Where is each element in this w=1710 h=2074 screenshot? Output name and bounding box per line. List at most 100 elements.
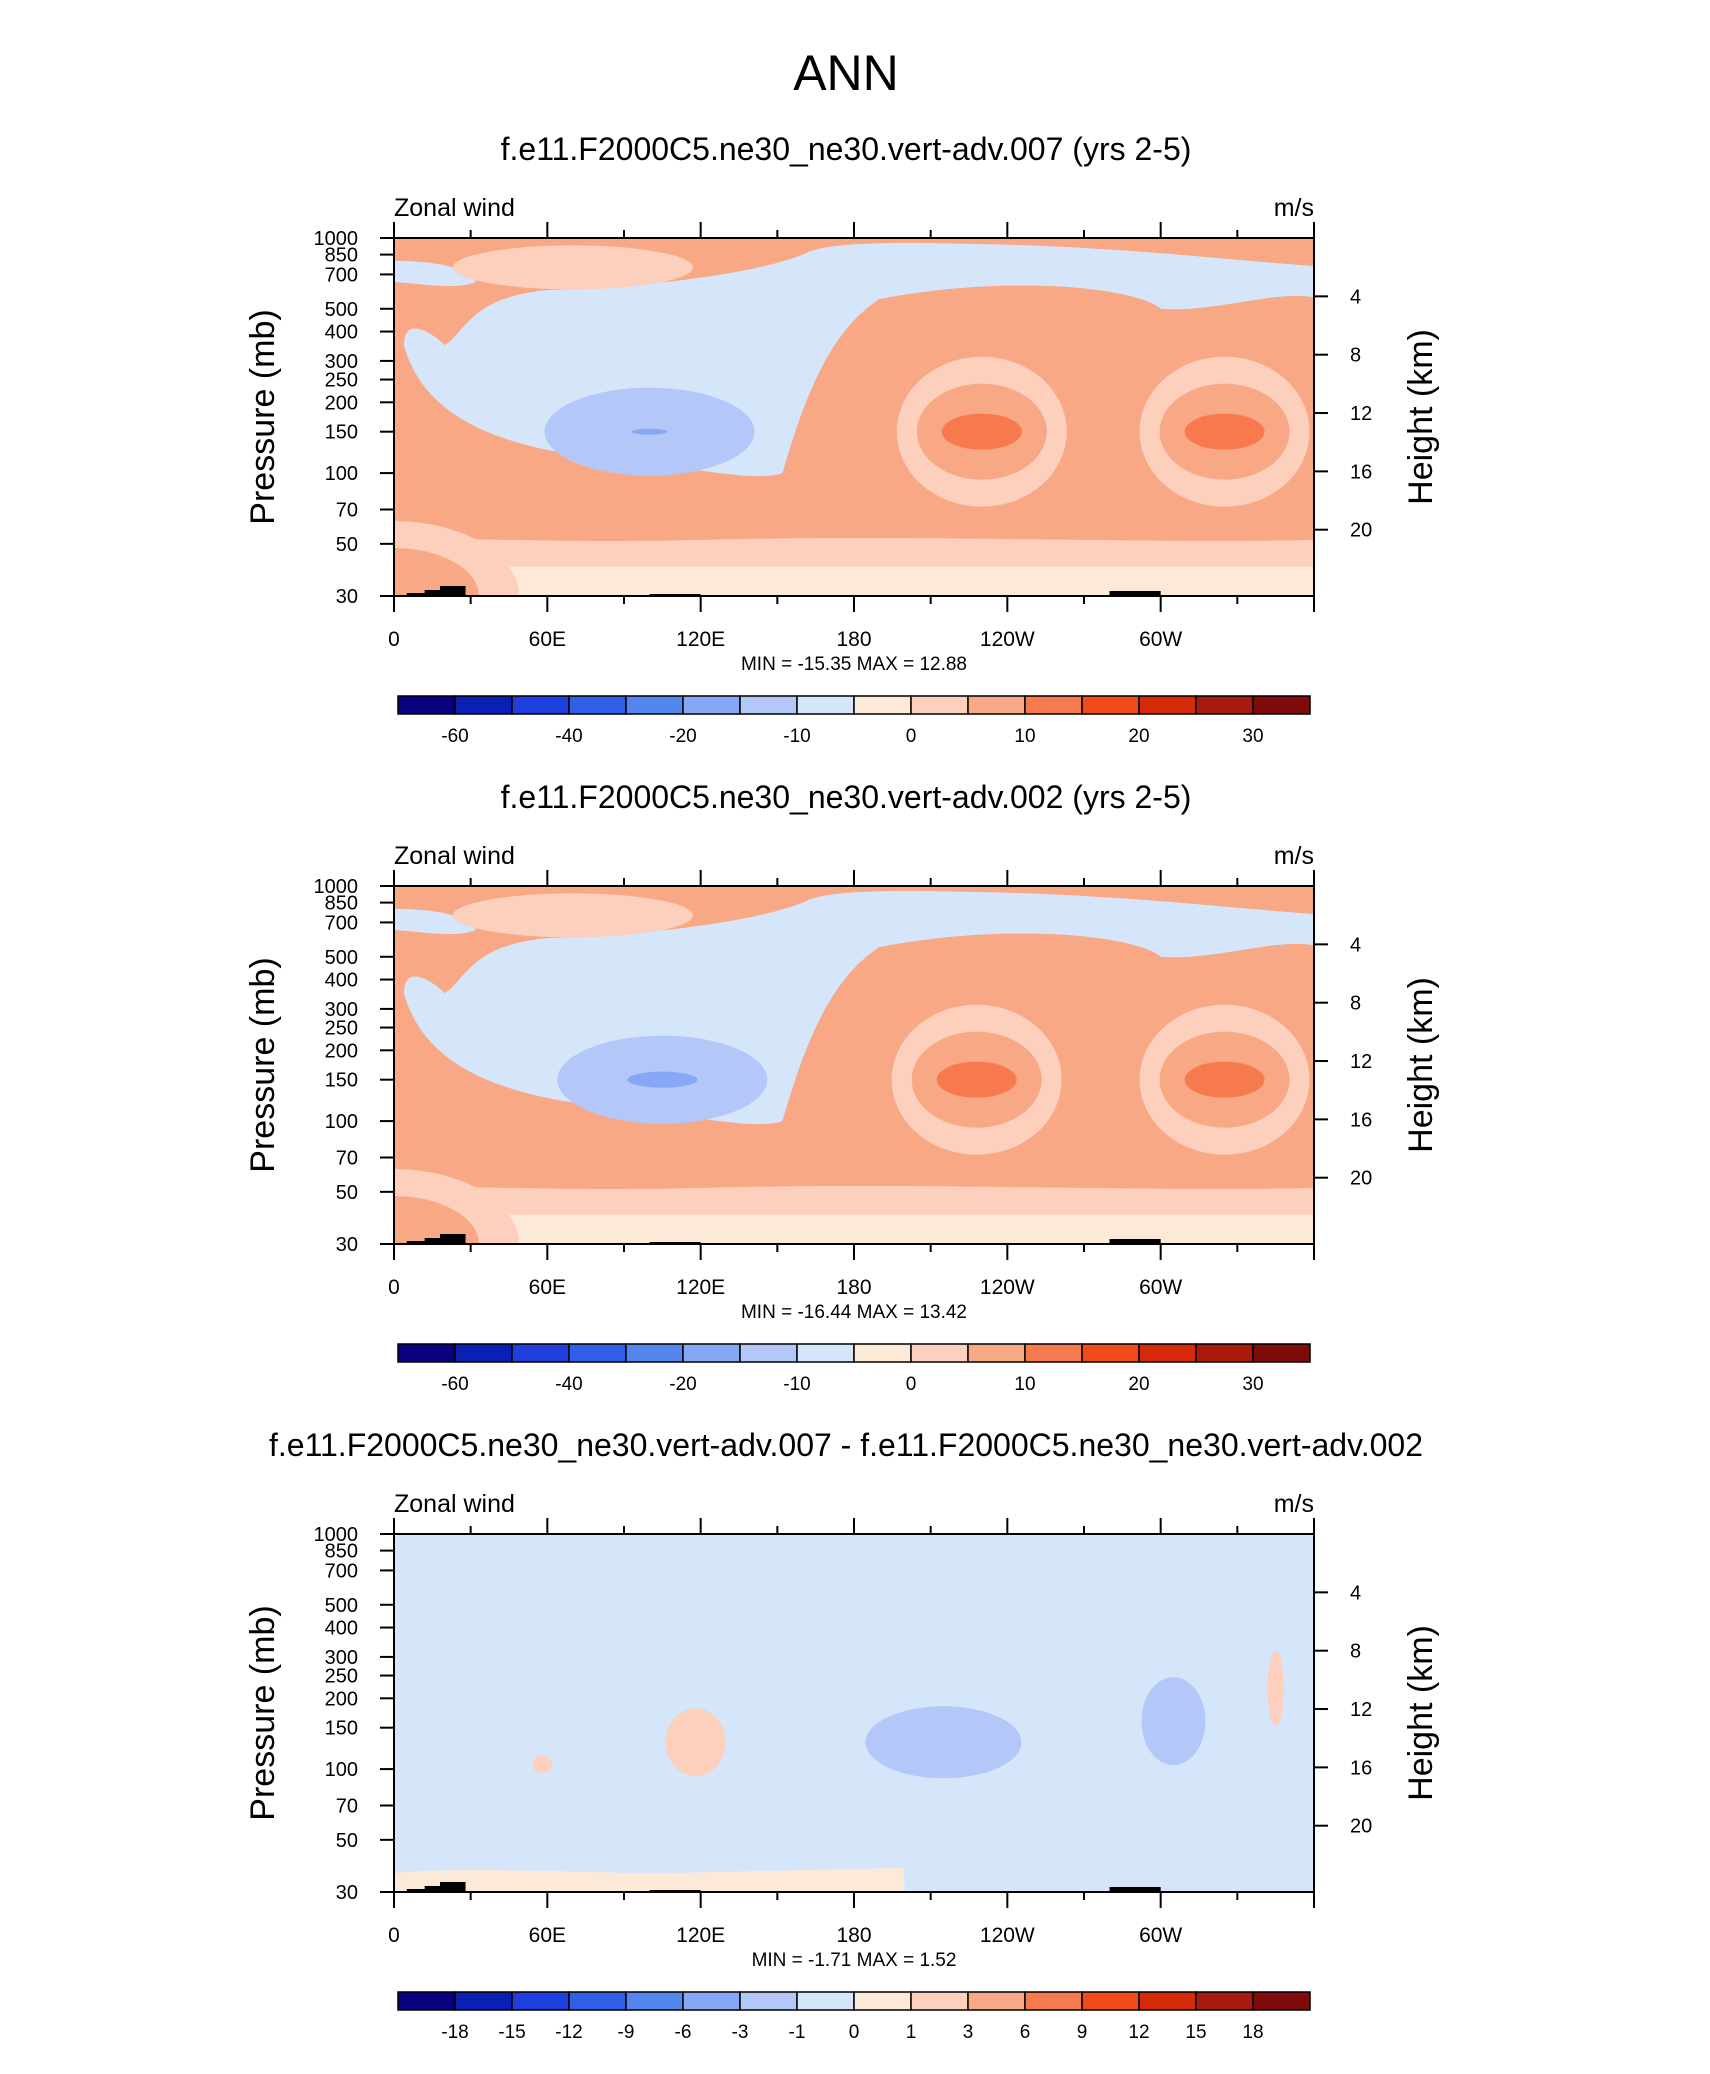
colorbar-label: -20 [669,726,696,747]
x-tick-label: 120E [676,1276,725,1299]
panel-title: f.e11.F2000C5.ne30_ne30.vert-adv.002 (yr… [501,779,1192,815]
pressure-tick-label: 30 [336,586,358,608]
colorbar-box [1081,695,1140,715]
colorbar-box [568,1991,627,2011]
pressure-tick-label: 700 [325,912,358,934]
colorbar-label: -6 [675,2022,692,2043]
colorbar-label: 9 [1077,2022,1088,2043]
colorbar-box [1138,1991,1197,2011]
contour-field [394,886,1314,1244]
low-level-westerly [452,245,693,290]
pressure-tick-label: 50 [336,534,358,556]
pressure-tick-label: 1000 [314,876,359,898]
colorbar-label: 0 [849,2022,860,2043]
x-tick-label: 60W [1139,1924,1182,1947]
pressure-tick-label: 70 [336,499,358,521]
colorbar-box [1024,1991,1083,2011]
x-tick-label: 180 [836,1924,871,1947]
pressure-tick-label: 850 [325,245,358,267]
colorbar-label: -60 [441,726,468,747]
colorbar-box [1024,1343,1083,1363]
height-tick-label: 4 [1350,1582,1361,1604]
colorbar: -60 -40 -20 -10 0 10 20 30 [397,1343,1311,1395]
colorbar-label: 30 [1242,726,1263,747]
pressure-tick-label: 250 [325,370,358,392]
pressure-tick-label: 70 [336,1147,358,1169]
colorbar-box [397,1991,456,2011]
height-tick-label: 20 [1350,520,1372,542]
colorbar-label: -20 [669,1374,696,1395]
colorbar-label: 0 [906,1374,917,1395]
pressure-tick-label: 30 [336,1234,358,1256]
strat-band [394,1185,1314,1215]
colorbar-box [796,1991,855,2011]
units-label: m/s [1274,194,1314,222]
pressure-tick-label: 100 [325,463,358,485]
colorbar-box [967,1991,1026,2011]
pressure-tick-label: 700 [325,264,358,286]
colorbar-box [682,1991,741,2011]
westerly-jet-core [1184,413,1265,450]
colorbar-label: -10 [783,726,810,747]
colorbar: -60 -40 -20 -10 0 10 20 30 [397,695,1311,747]
variable-label: Zonal wind [394,194,515,222]
colorbar-box [397,1343,456,1363]
colorbar-label: 20 [1128,726,1149,747]
colorbar-box [454,1343,513,1363]
x-tick-label: 60W [1139,1276,1182,1299]
colorbar-box [1252,1343,1311,1363]
colorbar-label: 10 [1014,726,1035,747]
colorbar-box [1081,1991,1140,2011]
colorbar-label: 18 [1242,2022,1263,2043]
pressure-tick-label: 500 [325,947,358,969]
colorbar-box [511,1991,570,2011]
x-tick-label: 180 [836,1276,871,1299]
colorbar-box [853,1343,912,1363]
pressure-tick-label: 200 [325,392,358,414]
x-tick-label: 120E [676,1924,725,1947]
units-label: m/s [1274,842,1314,870]
pressure-tick-label: 850 [325,893,358,915]
panel-title: f.e11.F2000C5.ne30_ne30.vert-adv.007 - f… [269,1427,1423,1463]
colorbar-box [454,1991,513,2011]
small-negative-region [406,1709,484,1762]
colorbar-label: 20 [1128,1374,1149,1395]
x-tick-label: 120W [980,628,1035,651]
panel-2: f.e11.F2000C5.ne30_ne30.vert-adv.002 (yr… [244,779,1440,1395]
colorbar-box [682,1343,741,1363]
colorbar-box [967,695,1026,715]
pressure-tick-label: 300 [325,1647,358,1669]
pressure-tick-label: 100 [325,1111,358,1133]
pressure-tick-label: 700 [325,1560,358,1582]
colorbar-label: 0 [906,726,917,747]
colorbar-label: -40 [555,1374,582,1395]
x-tick-label: 60W [1139,628,1182,651]
height-tick-label: 20 [1350,1816,1372,1838]
pressure-tick-label: 150 [325,1070,358,1092]
x-tick-label: 180 [836,628,871,651]
y-axis-right-title: Height (km) [1402,329,1440,505]
x-tick-label: 60E [529,628,566,651]
colorbar-label: -15 [498,2022,525,2043]
pressure-tick-label: 50 [336,1182,358,1204]
positive-core [532,1755,553,1774]
pressure-tick-label: 400 [325,970,358,992]
y-axis-right-title: Height (km) [1402,977,1440,1153]
negative-core [865,1706,1022,1779]
height-tick-label: 12 [1350,1051,1372,1073]
colorbar-label: 1 [906,2022,917,2043]
pressure-tick-label: 250 [325,1018,358,1040]
x-tick-label: 0 [388,628,400,651]
main-title: ANN [793,45,899,101]
easterly-core-inner [627,1071,698,1088]
colorbar-box [1252,1991,1311,2011]
westerly-jet [394,548,479,596]
colorbar-box [910,1991,969,2011]
westerly-jet-core [1184,1061,1265,1098]
colorbar-box [739,695,798,715]
height-tick-label: 8 [1350,993,1361,1015]
colorbar-label: -10 [783,1374,810,1395]
colorbar-box [1081,1343,1140,1363]
colorbar-box [1252,695,1311,715]
